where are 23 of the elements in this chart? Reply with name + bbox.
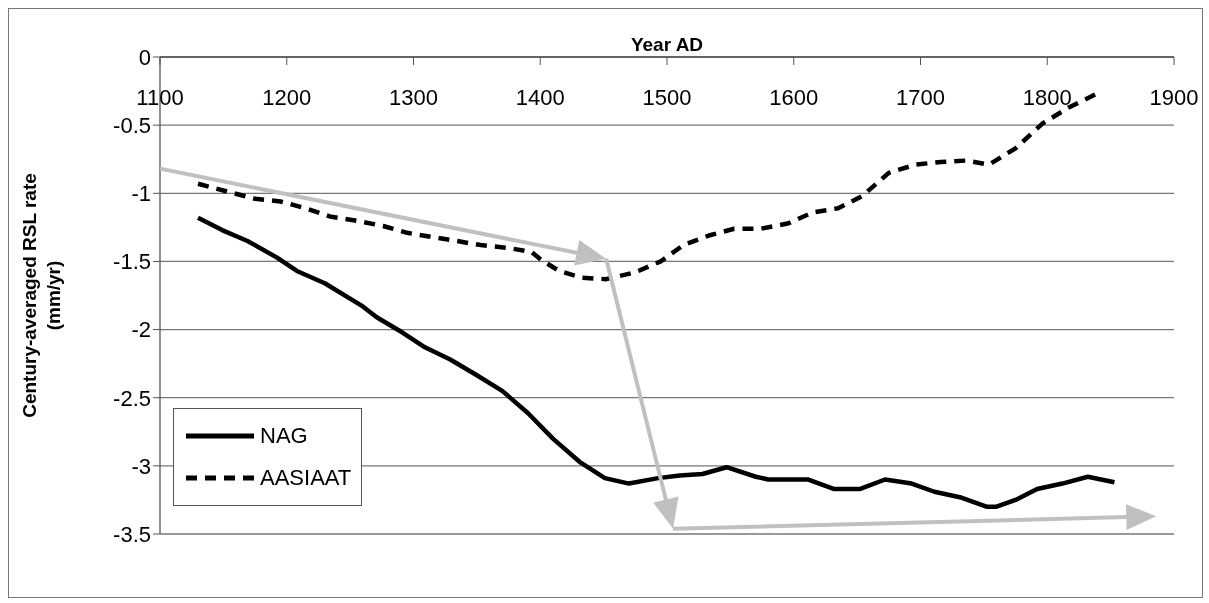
x-tick-label: 1100 bbox=[136, 85, 184, 110]
legend-label: NAG bbox=[260, 422, 308, 449]
x-tick-label: 1800 bbox=[1022, 85, 1072, 110]
y-tick-label: -3 bbox=[131, 453, 151, 479]
x-tick-label: 1900 bbox=[1149, 85, 1199, 110]
y-tick-label: -0.5 bbox=[113, 112, 151, 138]
line-series bbox=[195, 91, 1099, 282]
x-tick-label: 1400 bbox=[515, 85, 565, 110]
y-tick-label: 0 bbox=[138, 44, 151, 70]
x-tick-label: 1200 bbox=[262, 85, 312, 110]
y-axis-title: Century-averaged RSL rate (mm/yr) bbox=[19, 173, 64, 418]
x-tick-label: 1300 bbox=[389, 85, 438, 110]
legend-label: AASIAAT bbox=[260, 464, 352, 491]
y-tick-label: -3.5 bbox=[113, 521, 151, 547]
y-tick-label: -1 bbox=[131, 181, 151, 207]
y-tick-label: -1.5 bbox=[113, 249, 151, 275]
y-tick-label: -2 bbox=[131, 317, 151, 343]
x-tick-label: 1500 bbox=[642, 85, 692, 110]
x-tick-label: 1600 bbox=[769, 85, 819, 110]
line-series bbox=[195, 215, 1117, 509]
y-tick-label: -2.5 bbox=[113, 385, 151, 411]
x-tick-label: 1700 bbox=[896, 85, 945, 110]
x-axis-title: Year AD bbox=[630, 34, 704, 55]
